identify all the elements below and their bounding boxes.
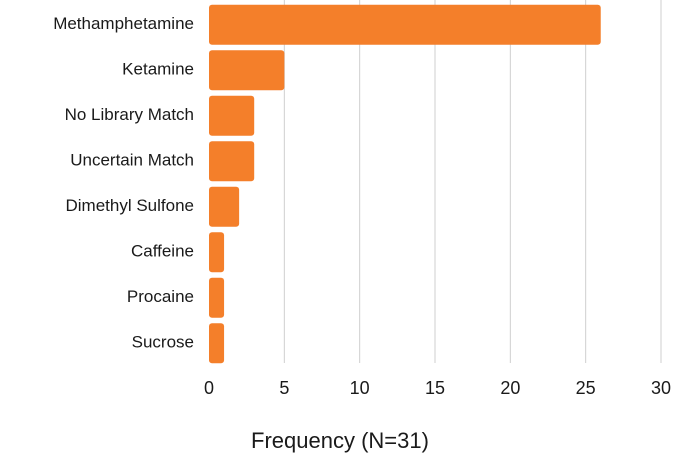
category-label-sucrose: Sucrose (132, 333, 194, 352)
bar-no-library-match (209, 95, 255, 136)
x-tick-label-30: 30 (651, 378, 671, 398)
category-label-ketamine: Ketamine (122, 60, 194, 79)
category-label-dimethyl-sulfone: Dimethyl Sulfone (65, 196, 194, 215)
category-label-methamphetamine: Methamphetamine (53, 14, 194, 33)
category-label-procaine: Procaine (127, 287, 194, 306)
x-tick-labels: 0 5 10 15 20 25 30 (204, 378, 671, 398)
bar-caffeine (209, 232, 225, 273)
category-label-no-library-match: No Library Match (65, 105, 194, 124)
x-tick-label-15: 15 (425, 378, 445, 398)
bar-procaine (209, 277, 225, 318)
x-tick-label-5: 5 (279, 378, 289, 398)
category-label-caffeine: Caffeine (131, 242, 194, 261)
x-tick-label-25: 25 (576, 378, 596, 398)
bars (209, 4, 601, 364)
category-label-uncertain-match: Uncertain Match (70, 151, 194, 170)
bar-ketamine (209, 50, 285, 91)
gridlines (283, 0, 662, 363)
x-tick-label-0: 0 (204, 378, 214, 398)
bar-dimethyl-sulfone (209, 186, 240, 227)
bar-methamphetamine (209, 4, 601, 45)
bar-sucrose (209, 323, 225, 364)
category-labels: Methamphetamine Ketamine No Library Match U… (53, 14, 194, 352)
bar-uncertain-match (209, 141, 255, 182)
x-tick-label-10: 10 (350, 378, 370, 398)
x-tick-label-20: 20 (500, 378, 520, 398)
x-axis-title: Frequency (N=31) (251, 428, 429, 453)
